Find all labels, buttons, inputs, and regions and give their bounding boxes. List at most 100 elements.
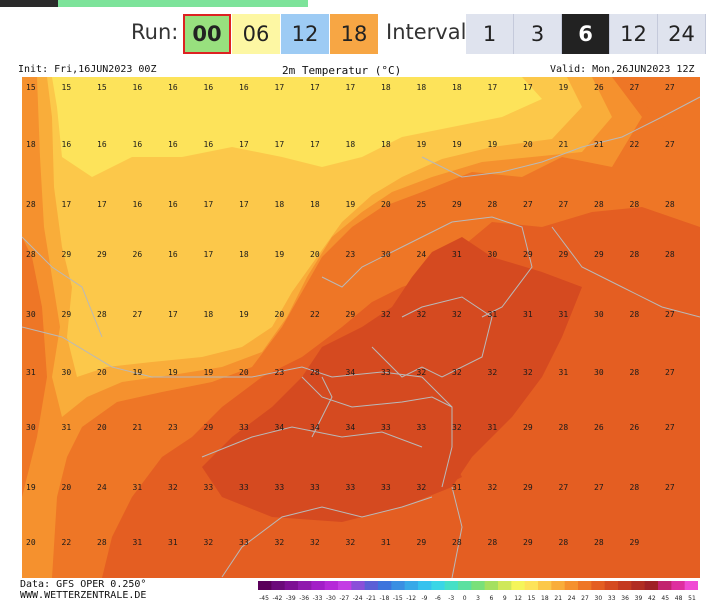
scale-tick-label: 21 (554, 595, 562, 602)
border-line (321, 216, 533, 318)
scale-tick-label: -24 (353, 595, 363, 602)
temp-value: 15 (62, 83, 72, 92)
temp-value: 29 (523, 423, 533, 432)
temp-value: 22 (310, 310, 320, 319)
temp-value: 32 (204, 538, 214, 547)
scale-swatch (311, 581, 326, 590)
scale-swatch (271, 581, 286, 590)
scale-tick-label: -36 (299, 595, 309, 602)
interval-button-1[interactable]: 1 (466, 14, 514, 54)
temp-value: 27 (665, 140, 675, 149)
temp-value: 28 (630, 200, 640, 209)
interval-label: Interval (386, 20, 467, 44)
temp-value: 29 (417, 538, 427, 547)
temp-value: 29 (559, 250, 569, 259)
temp-value: 34 (275, 423, 285, 432)
temp-value: 18 (346, 140, 356, 149)
scale-tick-label: 30 (595, 595, 603, 602)
country-borders (22, 96, 700, 578)
temp-value: 27 (559, 483, 569, 492)
scale-swatch (591, 581, 606, 590)
run-button-18[interactable]: 18 (330, 14, 378, 54)
temp-value: 20 (381, 200, 391, 209)
temp-value: 17 (310, 83, 320, 92)
temp-value: 30 (381, 250, 391, 259)
temp-value: 28 (559, 423, 569, 432)
scale-tick-label: 0 (463, 595, 467, 602)
temp-value: 33 (239, 483, 249, 492)
temp-value: 17 (275, 83, 285, 92)
color-scale-canvas: -45 -42 -39 -36 -33 -30 -27 -24 -21 -18 -15 -12 -9 -6… (258, 581, 699, 602)
temp-value: 32 (523, 368, 533, 377)
scale-tick-label: 42 (648, 595, 656, 602)
temp-value: 26 (133, 250, 143, 259)
temp-value: 17 (346, 83, 356, 92)
run-button-12[interactable]: 12 (281, 14, 329, 54)
scale-tick-label: 3 (476, 595, 480, 602)
temp-value: 28 (488, 200, 498, 209)
scale-swatch (551, 581, 566, 590)
temp-value: 28 (26, 200, 36, 209)
scale-tick-label: -27 (339, 595, 349, 602)
temp-value: 16 (133, 140, 143, 149)
scale-tick-label: 33 (608, 595, 616, 602)
run-button-00[interactable]: 00 (183, 14, 231, 54)
temp-value: 32 (381, 310, 391, 319)
temp-value: 29 (452, 200, 462, 209)
top-accent-dark (0, 0, 58, 7)
temp-value: 28 (665, 250, 675, 259)
temp-value: 26 (594, 423, 604, 432)
temp-value: 28 (630, 368, 640, 377)
temp-value: 17 (523, 83, 533, 92)
temp-value: 19 (488, 140, 498, 149)
temp-value: 29 (204, 423, 214, 432)
temp-value: 32 (488, 483, 498, 492)
interval-button-24[interactable]: 24 (658, 14, 706, 54)
temp-value: 24 (97, 483, 107, 492)
run-label: Run: (131, 20, 179, 44)
temp-value: 18 (239, 250, 249, 259)
temp-value: 29 (62, 310, 72, 319)
run-button-06[interactable]: 06 (232, 14, 280, 54)
temp-value: 19 (452, 140, 462, 149)
temp-value: 16 (168, 140, 178, 149)
temp-value: 16 (97, 140, 107, 149)
scale-tick-label: 39 (635, 595, 643, 602)
temp-value: 33 (275, 483, 285, 492)
interval-button-6[interactable]: 6 (562, 14, 610, 54)
scale-swatch (471, 581, 486, 590)
scale-swatch (258, 581, 272, 590)
temp-value: 25 (417, 200, 427, 209)
border-line (551, 226, 700, 318)
scale-swatch (284, 581, 299, 590)
temperature-map[interactable]: 15 15 15 16 16 16 16 17 17 17 18 18 18 17 17 19 26 27 27 18… (22, 77, 700, 578)
temp-value: 19 (239, 310, 249, 319)
temp-value: 32 (168, 483, 178, 492)
temp-value: 19 (417, 140, 427, 149)
temp-value: 19 (275, 250, 285, 259)
interval-button-12[interactable]: 12 (610, 14, 658, 54)
temp-value: 19 (204, 368, 214, 377)
temp-value: 20 (523, 140, 533, 149)
temp-value: 29 (97, 250, 107, 259)
temp-value: 20 (97, 423, 107, 432)
temp-value: 27 (630, 83, 640, 92)
interval-button-3[interactable]: 3 (514, 14, 562, 54)
scale-swatch (618, 581, 632, 590)
map-title: 2m Temperatur (°C) (282, 64, 402, 77)
scale-tick-label: -42 (272, 595, 282, 602)
border-line (22, 236, 103, 338)
temp-value: 34 (310, 423, 320, 432)
temp-value: 33 (239, 423, 249, 432)
temp-value: 32 (310, 538, 320, 547)
scale-swatch (604, 581, 619, 590)
border-line (451, 486, 463, 578)
temp-value: 27 (594, 483, 604, 492)
temp-value: 32 (452, 368, 462, 377)
scale-swatch (351, 581, 366, 590)
temp-value: 28 (665, 200, 675, 209)
temp-value: 31 (452, 250, 462, 259)
temp-value: 30 (62, 368, 72, 377)
scale-swatch (511, 581, 526, 590)
scale-swatch (684, 581, 699, 590)
